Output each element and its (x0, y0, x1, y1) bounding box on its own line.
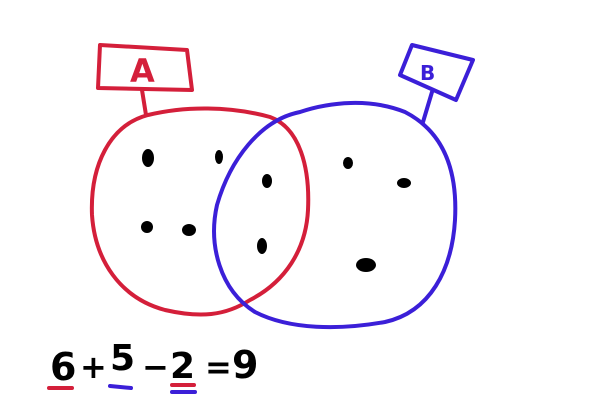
equation-a-count: 6 (50, 345, 76, 389)
set-a-tag: A (96, 43, 194, 117)
set-a-tag-stem (140, 88, 148, 117)
equation-minus: − (142, 348, 169, 386)
element-dot (142, 149, 154, 167)
element-dot (141, 221, 153, 233)
set-b-tag: B (398, 43, 475, 124)
intersection-elements (257, 174, 272, 254)
equation-overlap-count: 2 (170, 346, 195, 387)
set-b-tag-stem (421, 90, 434, 124)
element-dot (262, 174, 272, 188)
set-b-tag-box (398, 43, 475, 102)
equation-equals: = (205, 348, 232, 386)
b-count-underline (108, 384, 133, 390)
set-a-circle (89, 106, 311, 317)
element-dot (343, 157, 353, 169)
equation-plus: + (80, 348, 107, 386)
element-dot (356, 258, 376, 272)
element-dot (182, 224, 196, 236)
element-dot (215, 150, 223, 164)
set-a-tag-box (96, 43, 194, 92)
element-dot (257, 238, 267, 254)
equation-result: 9 (232, 343, 258, 387)
equation: 6 + 5 − 2 = 9 (47, 338, 258, 394)
set-b-circle (212, 100, 458, 330)
element-dot (397, 178, 411, 188)
set-b-label: B (420, 61, 435, 85)
set-a-label: A (130, 52, 155, 90)
equation-b-count: 5 (110, 338, 135, 379)
set-b-only-elements (343, 157, 411, 272)
set-a-only-elements (141, 149, 223, 236)
